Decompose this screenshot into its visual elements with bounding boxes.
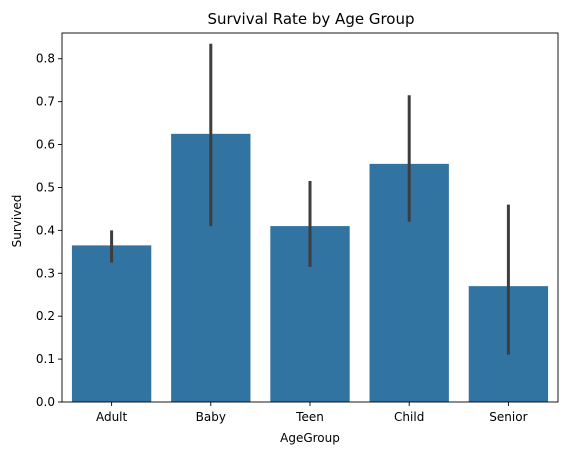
y-axis-label: Survived: [10, 195, 24, 248]
y-tick-label: 0.2: [36, 309, 55, 323]
bars-group: [71, 133, 549, 402]
y-tick-label: 0.7: [36, 95, 55, 109]
chart-title: Survival Rate by Age Group: [207, 10, 414, 28]
y-tick-label: 0.3: [36, 266, 55, 280]
y-tick-label: 0.0: [36, 395, 55, 409]
x-tick-label: Baby: [196, 410, 226, 424]
error-bars-group: [110, 43, 510, 355]
x-axis: Adult Baby Teen Child Senior: [96, 402, 528, 424]
bar-adult: [71, 245, 152, 402]
y-tick-label: 0.6: [36, 138, 55, 152]
x-axis-label: AgeGroup: [280, 431, 340, 445]
y-tick-label: 0.8: [36, 52, 55, 66]
y-tick-label: 0.4: [36, 223, 55, 237]
x-tick-label: Senior: [489, 410, 527, 424]
y-tick-label: 0.5: [36, 180, 55, 194]
y-tick-label: 0.1: [36, 352, 55, 366]
y-axis: 0.0 0.1 0.2 0.3 0.4 0.5 0.6 0.7 0.8: [36, 52, 62, 409]
x-tick-label: Teen: [295, 410, 324, 424]
x-tick-label: Child: [394, 410, 424, 424]
plot-frame: [61, 32, 559, 403]
x-tick-label: Adult: [96, 410, 128, 424]
